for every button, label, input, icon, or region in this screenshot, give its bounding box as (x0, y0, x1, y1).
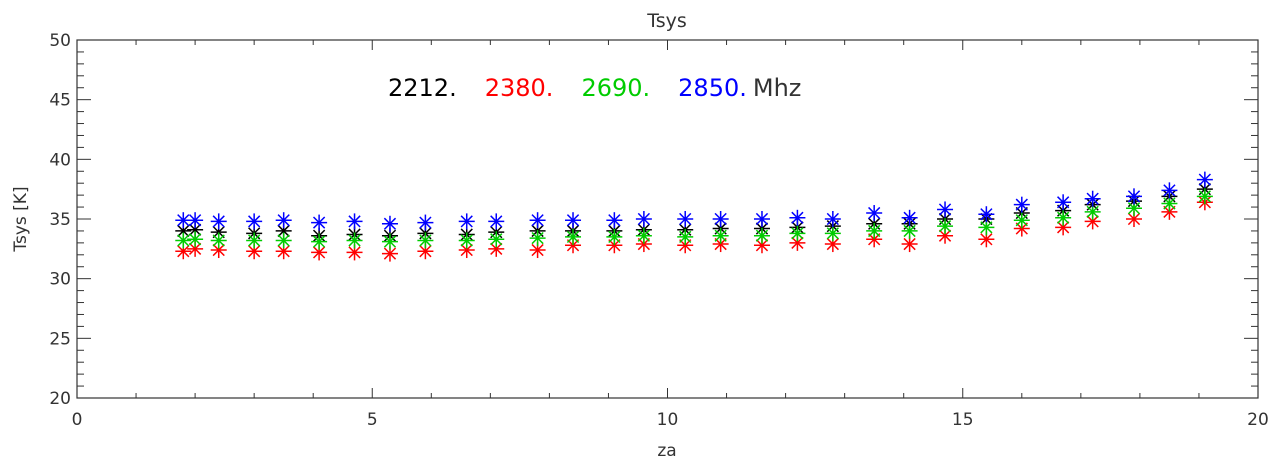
data-point (635, 227, 652, 244)
data-point (246, 213, 263, 230)
x-tick-label: 10 (657, 410, 679, 430)
data-point (677, 228, 694, 245)
data-point (311, 214, 328, 231)
legend-entry-2850: 2850. (678, 74, 747, 102)
data-point (458, 213, 475, 230)
data-point (712, 227, 729, 244)
data-markers (175, 171, 1213, 262)
data-point (246, 243, 263, 260)
y-axis-label: Tsys [K] (11, 186, 31, 252)
legend-entry-2212: 2212. (388, 74, 457, 102)
data-point (275, 212, 292, 229)
data-point (175, 212, 192, 229)
data-point (381, 233, 398, 250)
x-tick-label: 15 (952, 410, 974, 430)
data-point (417, 232, 434, 249)
y-tick-label: 20 (49, 389, 71, 409)
data-point (346, 213, 363, 230)
data-point (1125, 188, 1142, 205)
y-tick-label: 45 (49, 91, 71, 111)
y-tick-label: 50 (49, 31, 71, 51)
data-point (210, 213, 227, 230)
legend-entry-2380: 2380. (485, 74, 554, 102)
data-point (1196, 188, 1213, 205)
data-point (789, 225, 806, 242)
data-point (978, 206, 995, 223)
data-point (866, 205, 883, 222)
data-point (529, 242, 546, 259)
data-point (937, 201, 954, 218)
data-point (824, 211, 841, 227)
chart-title: Tsys (646, 10, 687, 32)
data-point (458, 232, 475, 249)
data-point (381, 245, 398, 262)
data-point (1084, 190, 1101, 207)
axis-tick-labels: 0 5 10 15 20 20 25 30 35 40 45 50 (49, 31, 1268, 430)
data-point (175, 232, 192, 249)
data-point (937, 218, 954, 235)
legend: 2212. 2380. 2690. 2850. Mhz (388, 74, 801, 102)
data-point (346, 232, 363, 249)
x-tick-label: 20 (1247, 410, 1269, 430)
data-point (417, 214, 434, 231)
data-point (210, 232, 227, 249)
data-point (488, 231, 505, 248)
data-point (187, 240, 204, 257)
y-tick-label: 25 (49, 329, 71, 349)
legend-entry-2690: 2690. (581, 74, 650, 102)
y-tick-label: 40 (49, 150, 71, 170)
data-point (824, 225, 841, 242)
data-point (187, 231, 204, 248)
x-tick-label: 5 (367, 410, 378, 430)
legend-unit: Mhz (753, 74, 802, 102)
data-point (246, 232, 263, 249)
data-point (606, 212, 623, 229)
data-point (712, 211, 729, 227)
data-point (1161, 182, 1178, 199)
data-point (1013, 212, 1030, 229)
data-point (1055, 209, 1072, 226)
data-point (677, 211, 694, 227)
data-point (381, 215, 398, 232)
data-point (937, 227, 954, 244)
data-point (417, 243, 434, 260)
data-point (606, 228, 623, 245)
data-point (753, 227, 770, 244)
data-point (565, 212, 582, 229)
data-point (175, 243, 192, 260)
x-axis-label: za (657, 441, 676, 461)
data-point (1055, 194, 1072, 211)
data-point (529, 230, 546, 247)
data-point (1196, 171, 1213, 188)
data-point (789, 209, 806, 226)
data-point (866, 222, 883, 239)
data-point (635, 211, 652, 227)
data-point (187, 221, 204, 238)
x-tick-label: 0 (72, 410, 83, 430)
data-point (753, 211, 770, 227)
data-point (1013, 196, 1030, 213)
axis-ticks (76, 39, 1259, 399)
data-point (529, 212, 546, 229)
data-point (275, 243, 292, 260)
data-point (187, 212, 204, 229)
data-point (311, 233, 328, 250)
data-point (1125, 211, 1142, 227)
data-point (901, 209, 918, 226)
y-tick-label: 30 (49, 270, 71, 290)
data-point (488, 213, 505, 230)
data-point (565, 228, 582, 245)
data-point (275, 232, 292, 249)
data-point (1084, 203, 1101, 220)
y-tick-label: 35 (49, 210, 71, 230)
